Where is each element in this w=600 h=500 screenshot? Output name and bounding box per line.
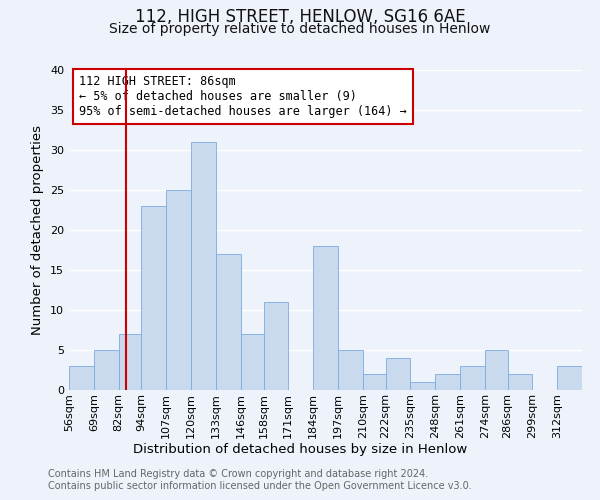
Bar [362, 374, 386, 390]
Bar [460, 366, 485, 390]
Bar [241, 334, 263, 390]
Text: Size of property relative to detached houses in Henlow: Size of property relative to detached ho… [109, 22, 491, 36]
Bar [313, 246, 338, 390]
Y-axis label: Number of detached properties: Number of detached properties [31, 125, 44, 335]
Bar [69, 366, 94, 390]
Bar [508, 374, 532, 390]
Text: Distribution of detached houses by size in Henlow: Distribution of detached houses by size … [133, 442, 467, 456]
Bar [410, 382, 435, 390]
Bar [94, 350, 119, 390]
Bar [485, 350, 508, 390]
Bar [191, 142, 216, 390]
Bar [142, 206, 166, 390]
Text: Contains HM Land Registry data © Crown copyright and database right 2024.: Contains HM Land Registry data © Crown c… [48, 469, 428, 479]
Bar [263, 302, 289, 390]
Bar [435, 374, 460, 390]
Bar [386, 358, 410, 390]
Text: 112, HIGH STREET, HENLOW, SG16 6AE: 112, HIGH STREET, HENLOW, SG16 6AE [134, 8, 466, 26]
Bar [119, 334, 142, 390]
Bar [557, 366, 582, 390]
Bar [338, 350, 362, 390]
Text: Contains public sector information licensed under the Open Government Licence v3: Contains public sector information licen… [48, 481, 472, 491]
Bar [216, 254, 241, 390]
Bar [166, 190, 191, 390]
Text: 112 HIGH STREET: 86sqm
← 5% of detached houses are smaller (9)
95% of semi-detac: 112 HIGH STREET: 86sqm ← 5% of detached … [79, 75, 407, 118]
